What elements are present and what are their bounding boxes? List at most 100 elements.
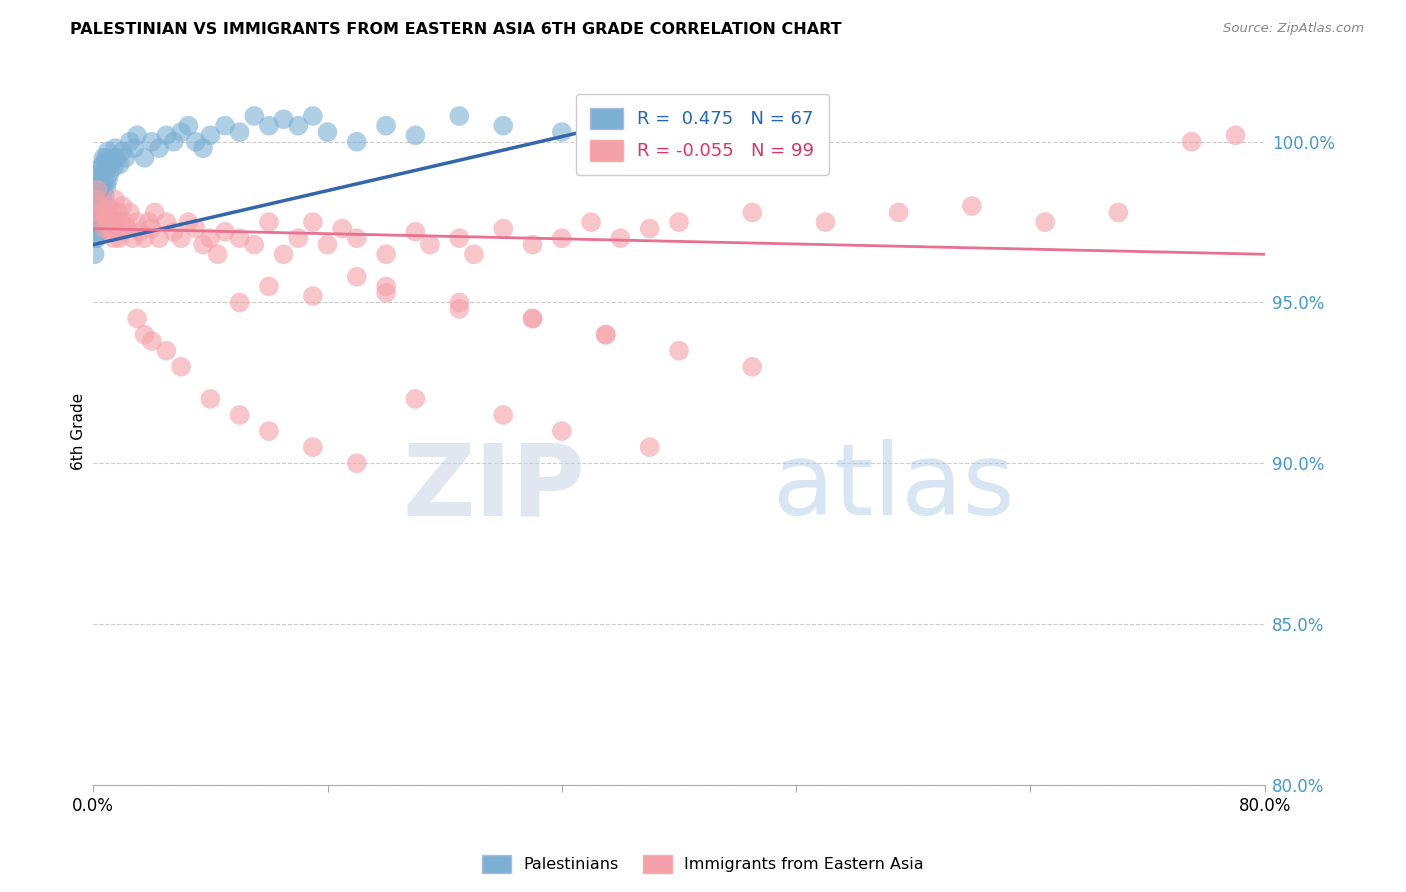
Text: atlas: atlas [773, 439, 1014, 536]
Point [1107, 205, 1129, 219]
Point [86, 231, 108, 245]
Point [87, 205, 110, 219]
Point [111, 199, 134, 213]
Point [93, 183, 115, 197]
Point [346, 231, 368, 245]
Point [170, 231, 193, 245]
Point [96, 211, 118, 226]
Point [97, 205, 120, 219]
Point [184, 135, 207, 149]
Point [551, 231, 574, 245]
Point [83, 247, 105, 261]
Point [551, 125, 574, 139]
Point [155, 343, 177, 358]
Point [492, 221, 515, 235]
Point [960, 199, 983, 213]
Point [100, 157, 122, 171]
Point [404, 128, 426, 143]
Legend: R =  0.475   N = 67, R = -0.055   N = 99: R = 0.475 N = 67, R = -0.055 N = 99 [576, 94, 830, 175]
Point [375, 285, 398, 300]
Point [118, 135, 141, 149]
Point [492, 408, 515, 422]
Point [814, 215, 837, 229]
Point [273, 247, 295, 261]
Point [87, 225, 110, 239]
Point [122, 141, 145, 155]
Point [101, 205, 124, 219]
Point [595, 327, 617, 342]
Point [191, 141, 214, 155]
Point [143, 205, 166, 219]
Point [579, 215, 602, 229]
Point [114, 215, 136, 229]
Point [90, 205, 112, 219]
Point [101, 151, 124, 165]
Point [105, 151, 128, 165]
Point [287, 119, 309, 133]
Point [89, 205, 111, 219]
Point [134, 231, 156, 245]
Point [200, 392, 222, 406]
Point [228, 295, 250, 310]
Point [90, 177, 112, 191]
Legend: Palestinians, Immigrants from Eastern Asia: Palestinians, Immigrants from Eastern As… [475, 848, 931, 880]
Point [302, 215, 325, 229]
Point [129, 225, 152, 239]
Text: Source: ZipAtlas.com: Source: ZipAtlas.com [1223, 22, 1364, 36]
Point [98, 167, 121, 181]
Point [200, 231, 222, 245]
Point [134, 327, 156, 342]
Point [89, 215, 111, 229]
Point [302, 289, 325, 303]
Point [1033, 215, 1056, 229]
Point [105, 221, 128, 235]
Point [107, 205, 129, 219]
Point [104, 215, 127, 229]
Point [93, 205, 115, 219]
Point [1181, 135, 1204, 149]
Point [177, 119, 200, 133]
Point [96, 151, 118, 165]
Point [98, 215, 121, 229]
Point [228, 408, 250, 422]
Point [551, 424, 574, 438]
Point [111, 145, 134, 159]
Point [170, 125, 193, 139]
Point [115, 221, 138, 235]
Point [257, 424, 280, 438]
Point [114, 151, 136, 165]
Point [93, 173, 115, 187]
Point [163, 225, 186, 239]
Point [89, 189, 111, 203]
Point [121, 231, 143, 245]
Point [84, 193, 107, 207]
Point [228, 231, 250, 245]
Point [97, 173, 120, 187]
Point [118, 205, 141, 219]
Point [91, 167, 114, 181]
Point [316, 237, 339, 252]
Point [595, 327, 617, 342]
Point [163, 135, 186, 149]
Point [141, 221, 163, 235]
Point [449, 109, 471, 123]
Point [91, 193, 114, 207]
Point [134, 151, 156, 165]
Point [243, 109, 266, 123]
Point [127, 215, 149, 229]
Point [419, 237, 441, 252]
Point [404, 225, 426, 239]
Point [375, 247, 398, 261]
Point [184, 221, 207, 235]
Point [449, 301, 471, 316]
Point [191, 237, 214, 252]
Point [141, 135, 163, 149]
Point [86, 193, 108, 207]
Point [148, 231, 170, 245]
Point [89, 199, 111, 213]
Point [87, 215, 110, 229]
Point [94, 221, 117, 235]
Point [108, 231, 131, 245]
Point [108, 157, 131, 171]
Point [97, 199, 120, 213]
